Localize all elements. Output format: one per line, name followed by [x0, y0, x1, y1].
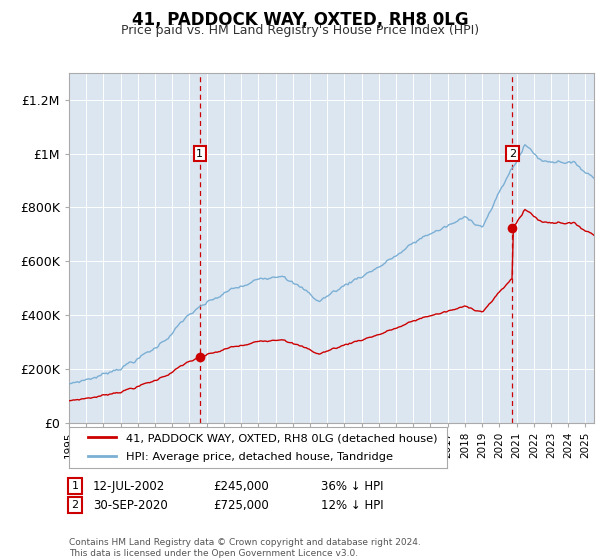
Text: 12% ↓ HPI: 12% ↓ HPI	[321, 498, 383, 512]
Text: 36% ↓ HPI: 36% ↓ HPI	[321, 479, 383, 493]
Text: 2: 2	[71, 500, 79, 510]
Text: 12-JUL-2002: 12-JUL-2002	[93, 479, 165, 493]
Text: £725,000: £725,000	[213, 498, 269, 512]
Text: 41, PADDOCK WAY, OXTED, RH8 0LG: 41, PADDOCK WAY, OXTED, RH8 0LG	[131, 11, 469, 29]
Legend: 41, PADDOCK WAY, OXTED, RH8 0LG (detached house), HPI: Average price, detached h: 41, PADDOCK WAY, OXTED, RH8 0LG (detache…	[82, 427, 443, 468]
Text: Price paid vs. HM Land Registry's House Price Index (HPI): Price paid vs. HM Land Registry's House …	[121, 24, 479, 36]
Text: Contains HM Land Registry data © Crown copyright and database right 2024.
This d: Contains HM Land Registry data © Crown c…	[69, 538, 421, 558]
Text: 2: 2	[509, 148, 516, 158]
Text: 1: 1	[196, 148, 203, 158]
Text: £245,000: £245,000	[213, 479, 269, 493]
Text: 30-SEP-2020: 30-SEP-2020	[93, 498, 168, 512]
Text: 1: 1	[71, 481, 79, 491]
